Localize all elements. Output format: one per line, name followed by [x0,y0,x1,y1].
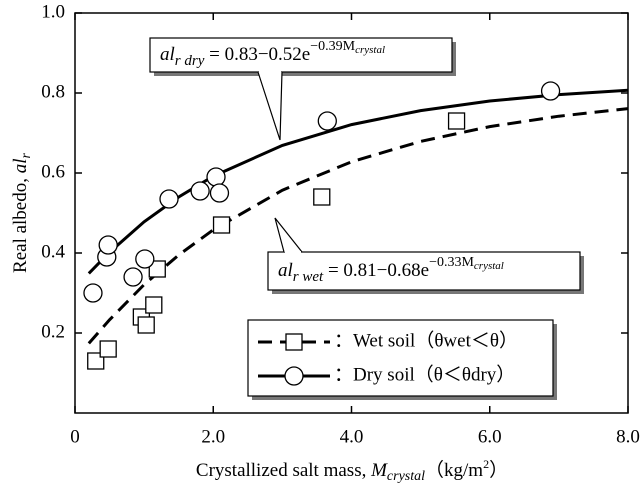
text-part: al [160,44,175,65]
annotation-wet [267,217,584,294]
annotation-dry [149,37,456,141]
text-part: = 0.81−0.68e [323,260,429,281]
text-part: M [370,460,388,481]
data-point [148,260,166,278]
data-point [313,188,331,206]
y-axis-label: Real albedo, alr [10,152,34,273]
text-part: ） [489,459,508,481]
x-tick-label: 4.0 [340,426,364,447]
fit-line [87,88,629,275]
data-point [159,189,179,209]
data-point [145,296,163,314]
data-point [83,283,103,303]
text-part: r dry [175,53,205,69]
text-part: −0.39M [310,39,355,54]
text-part: crystal [474,260,504,272]
data-point [137,316,155,334]
data-point [123,267,143,287]
text-part: crystal [387,469,425,484]
text-part: al [10,158,31,173]
y-tick-label: 0.4 [41,241,65,262]
text-part: = 0.83−0.52e [204,44,310,65]
x-tick-label: 0 [70,426,80,447]
text-part: r wet [293,269,324,285]
legend-marker [285,333,303,351]
y-tick-label: 1.0 [41,1,65,22]
legend-marker [284,366,304,386]
y-tick-label: 0.2 [41,321,65,342]
x-tick-label: 6.0 [478,426,502,447]
text-part: r [19,152,34,158]
x-tick-label: 8.0 [616,426,640,447]
data-point [540,81,561,101]
data-point [317,111,337,131]
y-tick-label: 0.6 [41,161,65,182]
text-part: Real albedo, [10,173,31,273]
x-axis-label: Crystallized salt mass, Mcrystal（kg/m2） [196,457,508,484]
data-point [99,340,117,358]
data-point [98,235,118,255]
data-point [135,249,155,269]
data-point [209,183,230,203]
text-part: Crystallized salt mass, [196,460,371,481]
data-point [190,181,210,201]
legend-label: ：Wet soil（θwet＜θ） [334,329,518,351]
data-point [447,112,466,130]
legend-label: ：Dry soil（θ＜θdry） [334,363,515,385]
formula: alr dry = 0.83−0.52e−0.39Mcrystal [160,39,385,69]
text-part: −0.33M [429,255,474,270]
data-point [206,167,226,187]
y-tick-label: 0.8 [41,81,65,102]
data-point [212,216,231,234]
x-tick-label: 2.0 [201,426,225,447]
text-part: crystal [355,44,385,56]
text-part: al [278,260,293,281]
formula: alr wet = 0.81−0.68e−0.33Mcrystal [278,255,504,285]
fit-line [87,107,629,345]
text-part: （kg/m [425,459,483,481]
text-part: 2 [483,457,489,471]
